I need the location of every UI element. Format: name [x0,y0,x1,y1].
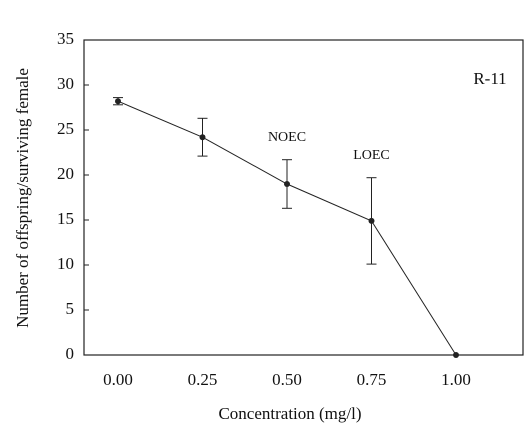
data-point [115,98,121,105]
data-point [453,352,459,358]
x-tick-label: 0.25 [188,370,218,389]
y-tick-label: 5 [66,299,75,318]
x-tick-label: 1.00 [441,370,471,389]
y-tick-label: 10 [57,254,74,273]
y-tick-label: 35 [57,29,74,48]
x-axis-label: Concentration (mg/l) [218,404,361,423]
x-tick-label: 0.75 [357,370,387,389]
y-tick-label: 25 [57,119,74,138]
y-axis-label: Number of offspring/surviving female [13,68,32,328]
annotation: LOEC [353,148,390,163]
x-tick-label: 0.50 [272,370,302,389]
y-tick-label: 15 [57,209,74,228]
y-tick-label: 0 [66,344,75,363]
annotation: NOEC [268,130,306,145]
x-tick-label: 0.00 [103,370,133,389]
data-point [284,181,290,187]
y-tick-label: 20 [57,164,74,183]
panel-label: R-11 [473,69,506,88]
y-tick-label: 30 [57,74,74,93]
plot-frame [83,39,524,356]
data-point [368,217,375,224]
data-point [199,134,206,141]
